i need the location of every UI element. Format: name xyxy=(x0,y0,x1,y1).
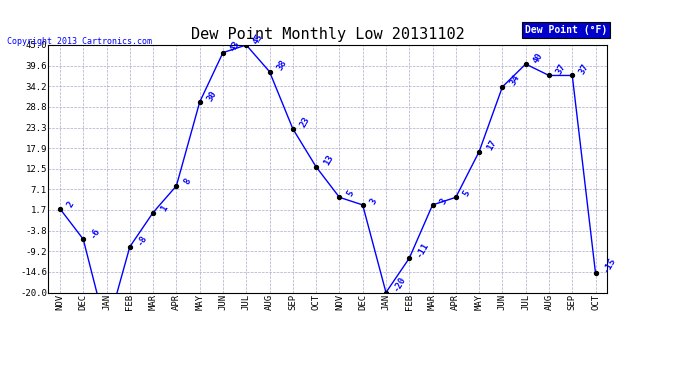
Text: -8: -8 xyxy=(135,234,148,248)
Point xyxy=(544,72,555,78)
Point xyxy=(404,255,415,261)
Point xyxy=(55,206,66,212)
Point xyxy=(451,194,462,200)
Point xyxy=(566,72,578,78)
Point xyxy=(357,202,368,208)
Point xyxy=(101,328,112,334)
Text: Copyright 2013 Cartronics.com: Copyright 2013 Cartronics.com xyxy=(7,38,152,46)
Text: 43: 43 xyxy=(228,39,242,53)
Title: Dew Point Monthly Low 20131102: Dew Point Monthly Low 20131102 xyxy=(191,27,464,42)
Text: 8: 8 xyxy=(182,177,193,186)
Text: 13: 13 xyxy=(322,154,335,168)
Text: -15: -15 xyxy=(601,256,617,274)
Text: -6: -6 xyxy=(89,226,102,240)
Point xyxy=(380,290,391,296)
Point xyxy=(590,270,601,276)
Text: 1: 1 xyxy=(159,204,169,213)
Text: 5: 5 xyxy=(462,189,472,198)
Text: 5: 5 xyxy=(345,189,355,198)
Point xyxy=(427,202,438,208)
Point xyxy=(287,126,298,132)
Text: 38: 38 xyxy=(275,58,288,72)
Point xyxy=(171,183,182,189)
Text: 3: 3 xyxy=(368,196,379,206)
Point xyxy=(334,194,345,200)
Text: 37: 37 xyxy=(555,62,568,76)
Point xyxy=(497,84,508,90)
Text: 3: 3 xyxy=(438,196,449,206)
Text: 23: 23 xyxy=(298,116,312,129)
Text: 45: 45 xyxy=(252,32,265,46)
Text: 40: 40 xyxy=(531,51,544,64)
Text: -30: -30 xyxy=(0,374,1,375)
Point xyxy=(124,244,135,250)
Point xyxy=(78,236,89,242)
Text: -20: -20 xyxy=(391,274,407,293)
Text: 34: 34 xyxy=(508,74,521,87)
Text: 37: 37 xyxy=(578,62,591,76)
Text: Dew Point (°F): Dew Point (°F) xyxy=(525,25,607,35)
Point xyxy=(264,69,275,75)
Text: 2: 2 xyxy=(66,200,76,209)
Text: -11: -11 xyxy=(415,240,431,259)
Point xyxy=(241,42,252,48)
Point xyxy=(148,210,159,216)
Point xyxy=(217,50,228,55)
Point xyxy=(310,164,322,170)
Point xyxy=(194,99,205,105)
Point xyxy=(473,148,484,154)
Text: 30: 30 xyxy=(205,89,219,103)
Point xyxy=(520,61,531,67)
Text: 17: 17 xyxy=(484,138,498,152)
